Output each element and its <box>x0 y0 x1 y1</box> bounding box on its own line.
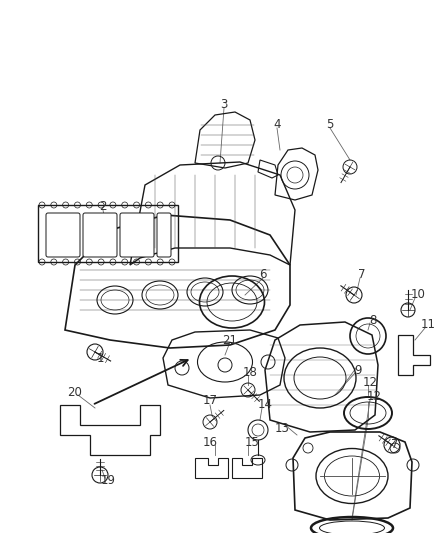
Text: 20: 20 <box>67 385 82 399</box>
Text: 14: 14 <box>258 399 272 411</box>
Text: 7: 7 <box>358 269 366 281</box>
FancyBboxPatch shape <box>46 213 80 257</box>
FancyBboxPatch shape <box>83 213 117 257</box>
Text: 18: 18 <box>243 366 258 378</box>
Text: 2: 2 <box>99 200 107 214</box>
Text: 12: 12 <box>367 391 381 403</box>
Text: 13: 13 <box>275 422 290 434</box>
Text: 12: 12 <box>363 376 378 389</box>
Text: 19: 19 <box>100 473 116 487</box>
Text: 4: 4 <box>273 117 281 131</box>
Text: 8: 8 <box>369 313 377 327</box>
Text: 17: 17 <box>202 393 218 407</box>
Text: 11: 11 <box>420 319 435 332</box>
FancyBboxPatch shape <box>120 213 154 257</box>
Text: 1: 1 <box>96 351 104 365</box>
Text: 3: 3 <box>220 98 228 110</box>
Text: 16: 16 <box>202 437 218 449</box>
Text: 10: 10 <box>410 288 425 302</box>
Text: 7: 7 <box>391 439 399 451</box>
Text: 5: 5 <box>326 117 334 131</box>
FancyBboxPatch shape <box>157 213 171 257</box>
Text: 21: 21 <box>223 334 237 346</box>
Text: 9: 9 <box>354 364 362 376</box>
Text: 6: 6 <box>259 268 267 280</box>
Text: 15: 15 <box>244 437 259 449</box>
